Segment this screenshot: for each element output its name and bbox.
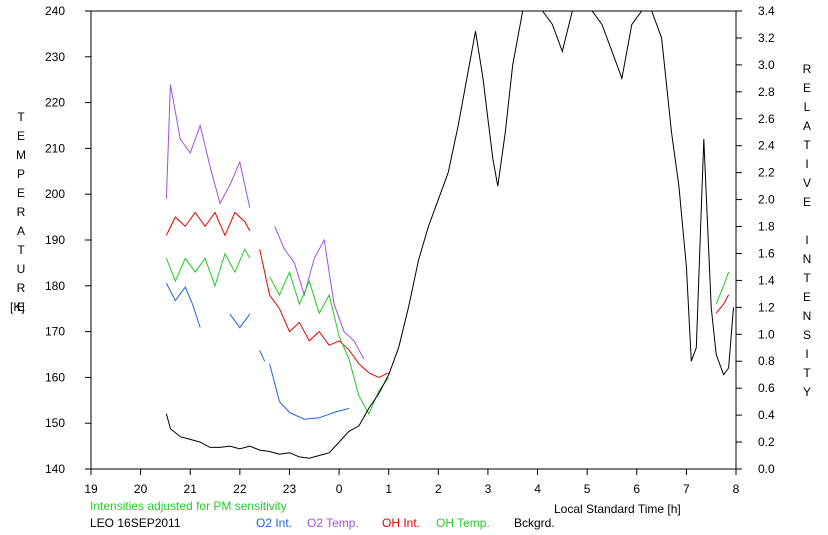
series-oh-int	[165, 211, 730, 378]
series-o2-temp	[165, 84, 365, 360]
series-line	[715, 294, 730, 314]
right-tick-label: 0.8	[758, 354, 775, 368]
x-tick-label: 20	[134, 482, 148, 496]
x-tick-label: 0	[336, 482, 343, 496]
left-tick-label: 150	[45, 416, 65, 430]
left-tick-label: 200	[45, 187, 65, 201]
x-tick-label: 1	[385, 482, 392, 496]
right-tick-label: 1.8	[758, 220, 775, 234]
series-line	[165, 84, 251, 209]
x-tick-label: 4	[534, 482, 541, 496]
x-axis-title: Local Standard Time [h]	[554, 502, 681, 516]
series-bckgrd	[165, 10, 734, 459]
left-tick-label: 210	[45, 141, 65, 155]
x-tick-label: 5	[584, 482, 591, 496]
series-line	[165, 211, 251, 237]
left-tick-label: 240	[45, 4, 65, 18]
right-tick-label: 0.4	[758, 408, 775, 422]
right-tick-label: 2.4	[758, 139, 775, 153]
series-line	[165, 248, 251, 288]
x-tick-label: 7	[683, 482, 690, 496]
left-tick-label: 180	[45, 279, 65, 293]
series-line	[229, 313, 251, 329]
x-tick-label: 2	[435, 482, 442, 496]
right-tick-label: 0.6	[758, 381, 775, 395]
left-tick-label: 220	[45, 96, 65, 110]
x-tick-label: 23	[283, 482, 297, 496]
x-tick-label: 3	[485, 482, 492, 496]
series-layer	[165, 10, 734, 459]
legend-oh-int: OH Int.	[382, 516, 421, 530]
right-tick-label: 0.2	[758, 435, 775, 449]
left-tick-label: 190	[45, 233, 65, 247]
series-line	[269, 363, 350, 420]
series-line	[165, 282, 201, 328]
legend-bckgrd: Bckgrd.	[514, 516, 555, 530]
sensitivity-note: Intensities adjusted for PM sensitivity	[90, 499, 287, 513]
series-line	[259, 350, 266, 362]
right-tick-label: 1.2	[758, 300, 775, 314]
right-tick-label: 2.6	[758, 112, 775, 126]
series-line	[165, 10, 734, 459]
right-tick-label: 1.0	[758, 327, 775, 341]
right-tick-label: 1.6	[758, 246, 775, 260]
right-tick-label: 2.8	[758, 85, 775, 99]
legend-o2-temp: O2 Temp.	[307, 516, 359, 530]
left-axis-unit: [K]	[10, 300, 25, 314]
left-tick-label: 170	[45, 325, 65, 339]
x-tick-label: 22	[233, 482, 247, 496]
x-tick-label: 19	[84, 482, 98, 496]
legend-o2-int: O2 Int.	[256, 516, 293, 530]
right-tick-label: 0.0	[758, 462, 775, 476]
station-date: LEO 16SEP2011	[90, 516, 181, 530]
right-tick-label: 2.2	[758, 166, 775, 180]
left-tick-label: 140	[45, 462, 65, 476]
right-tick-label: 1.4	[758, 273, 775, 287]
series-o2-int	[165, 282, 350, 420]
axes-layer: 1401501601701801902002102202302400.00.20…	[45, 4, 775, 496]
right-tick-label: 3.4	[758, 4, 775, 18]
series-line	[269, 270, 390, 416]
right-tick-label: 3.0	[758, 58, 775, 72]
right-tick-label: 3.2	[758, 31, 775, 45]
x-tick-label: 21	[184, 482, 198, 496]
x-tick-label: 6	[633, 482, 640, 496]
left-tick-label: 160	[45, 370, 65, 384]
series-oh-temp	[165, 248, 730, 416]
legend-oh-temp: OH Temp.	[436, 516, 490, 530]
left-tick-label: 230	[45, 50, 65, 64]
series-line	[259, 249, 389, 378]
series-line	[274, 226, 365, 360]
right-tick-label: 2.0	[758, 193, 775, 207]
x-tick-label: 8	[733, 482, 740, 496]
series-line	[715, 271, 730, 305]
